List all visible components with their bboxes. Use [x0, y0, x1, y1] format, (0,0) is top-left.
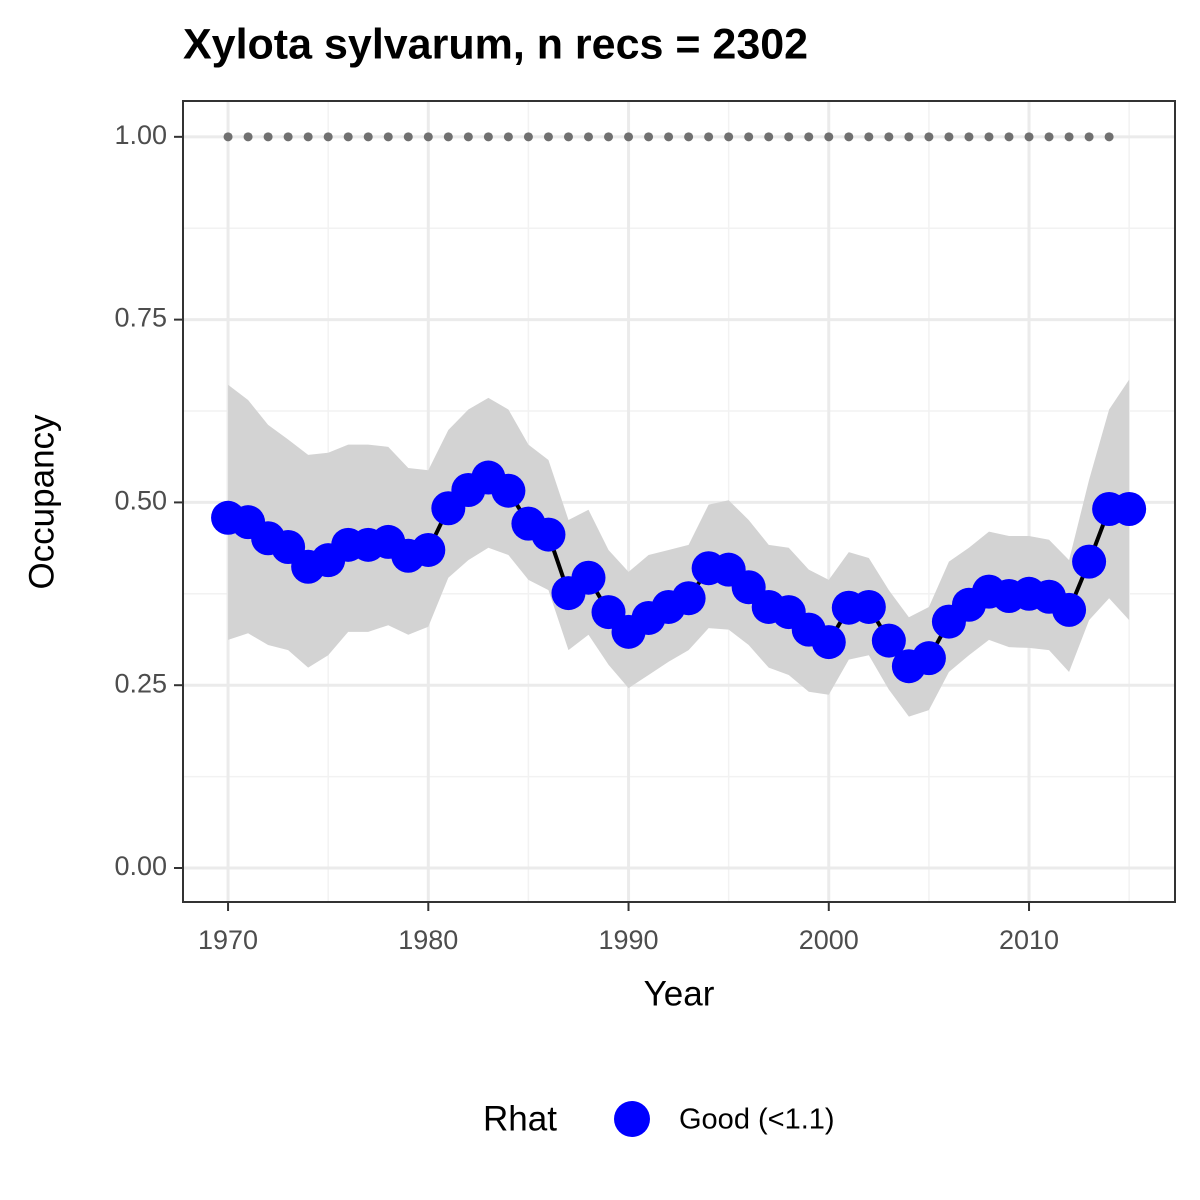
reference-dot — [1044, 132, 1054, 142]
y-tick-label: 0.75 — [114, 303, 167, 333]
reference-dot — [744, 132, 754, 142]
ribbon — [228, 379, 1130, 717]
y-tick-label: 0.25 — [114, 668, 167, 698]
reference-dot — [964, 132, 974, 142]
reference-dot — [543, 132, 553, 142]
data-point — [531, 517, 566, 552]
x-tick-label: 1990 — [598, 925, 658, 955]
y-axis-title: Occupancy — [22, 414, 61, 590]
reference-dot — [423, 132, 433, 142]
reference-dot — [684, 132, 694, 142]
reference-dot — [523, 132, 533, 142]
legend-label: Good (<1.1) — [679, 1104, 835, 1136]
reference-dot — [303, 132, 313, 142]
reference-dot — [563, 132, 573, 142]
reference-dot — [363, 132, 373, 142]
reference-dot — [1064, 132, 1074, 142]
reference-dot — [1104, 132, 1114, 142]
y-tick-label: 1.00 — [114, 120, 167, 150]
legend-title: Rhat — [483, 1099, 557, 1138]
reference-dot — [263, 132, 273, 142]
reference-dot — [583, 132, 593, 142]
data-point — [1072, 544, 1107, 579]
data-point — [491, 473, 526, 508]
x-tick-label: 1980 — [398, 925, 458, 955]
reference-dot — [724, 132, 734, 142]
chart-title: Xylota sylvarum, n recs = 2302 — [183, 20, 808, 68]
data-point — [671, 581, 706, 616]
reference-dot — [243, 132, 253, 142]
reference-dot — [804, 132, 814, 142]
data-point — [811, 625, 846, 660]
reference-dot — [463, 132, 473, 142]
reference-dot — [443, 132, 453, 142]
data-point — [411, 532, 446, 567]
legend-swatch — [614, 1101, 650, 1137]
reference-dot — [664, 132, 674, 142]
reference-dot — [864, 132, 874, 142]
reference-dot — [383, 132, 393, 142]
data-point — [571, 560, 606, 595]
x-tick-label: 2010 — [999, 925, 1059, 955]
reference-dot — [223, 132, 233, 142]
reference-dot — [824, 132, 834, 142]
x-tick-label: 2000 — [799, 925, 859, 955]
data-point — [851, 589, 886, 624]
reference-dot — [924, 132, 934, 142]
reference-dot — [283, 132, 293, 142]
reference-dot — [503, 132, 513, 142]
reference-dot — [884, 132, 894, 142]
reference-dot — [1084, 132, 1094, 142]
reference-dot — [1004, 132, 1014, 142]
data-point — [911, 641, 946, 676]
reference-dot — [343, 132, 353, 142]
x-tick-label: 1970 — [198, 925, 258, 955]
reference-dot — [644, 132, 654, 142]
y-tick-label: 0.50 — [114, 486, 167, 516]
reference-dot — [764, 132, 774, 142]
reference-dot — [1024, 132, 1034, 142]
reference-dot — [904, 132, 914, 142]
data-point — [1052, 592, 1087, 627]
reference-dot — [323, 132, 333, 142]
reference-dot — [483, 132, 493, 142]
reference-dot — [624, 132, 634, 142]
panel-border — [182, 100, 1176, 903]
reference-dot — [984, 132, 994, 142]
x-axis-title: Year — [644, 974, 715, 1013]
reference-dot — [784, 132, 794, 142]
reference-dot — [604, 132, 614, 142]
reference-dot — [403, 132, 413, 142]
reference-dot — [844, 132, 854, 142]
reference-dot — [704, 132, 714, 142]
data-point — [1112, 491, 1147, 526]
y-tick-label: 0.00 — [114, 851, 167, 881]
reference-dot — [944, 132, 954, 142]
data-point — [871, 623, 906, 658]
